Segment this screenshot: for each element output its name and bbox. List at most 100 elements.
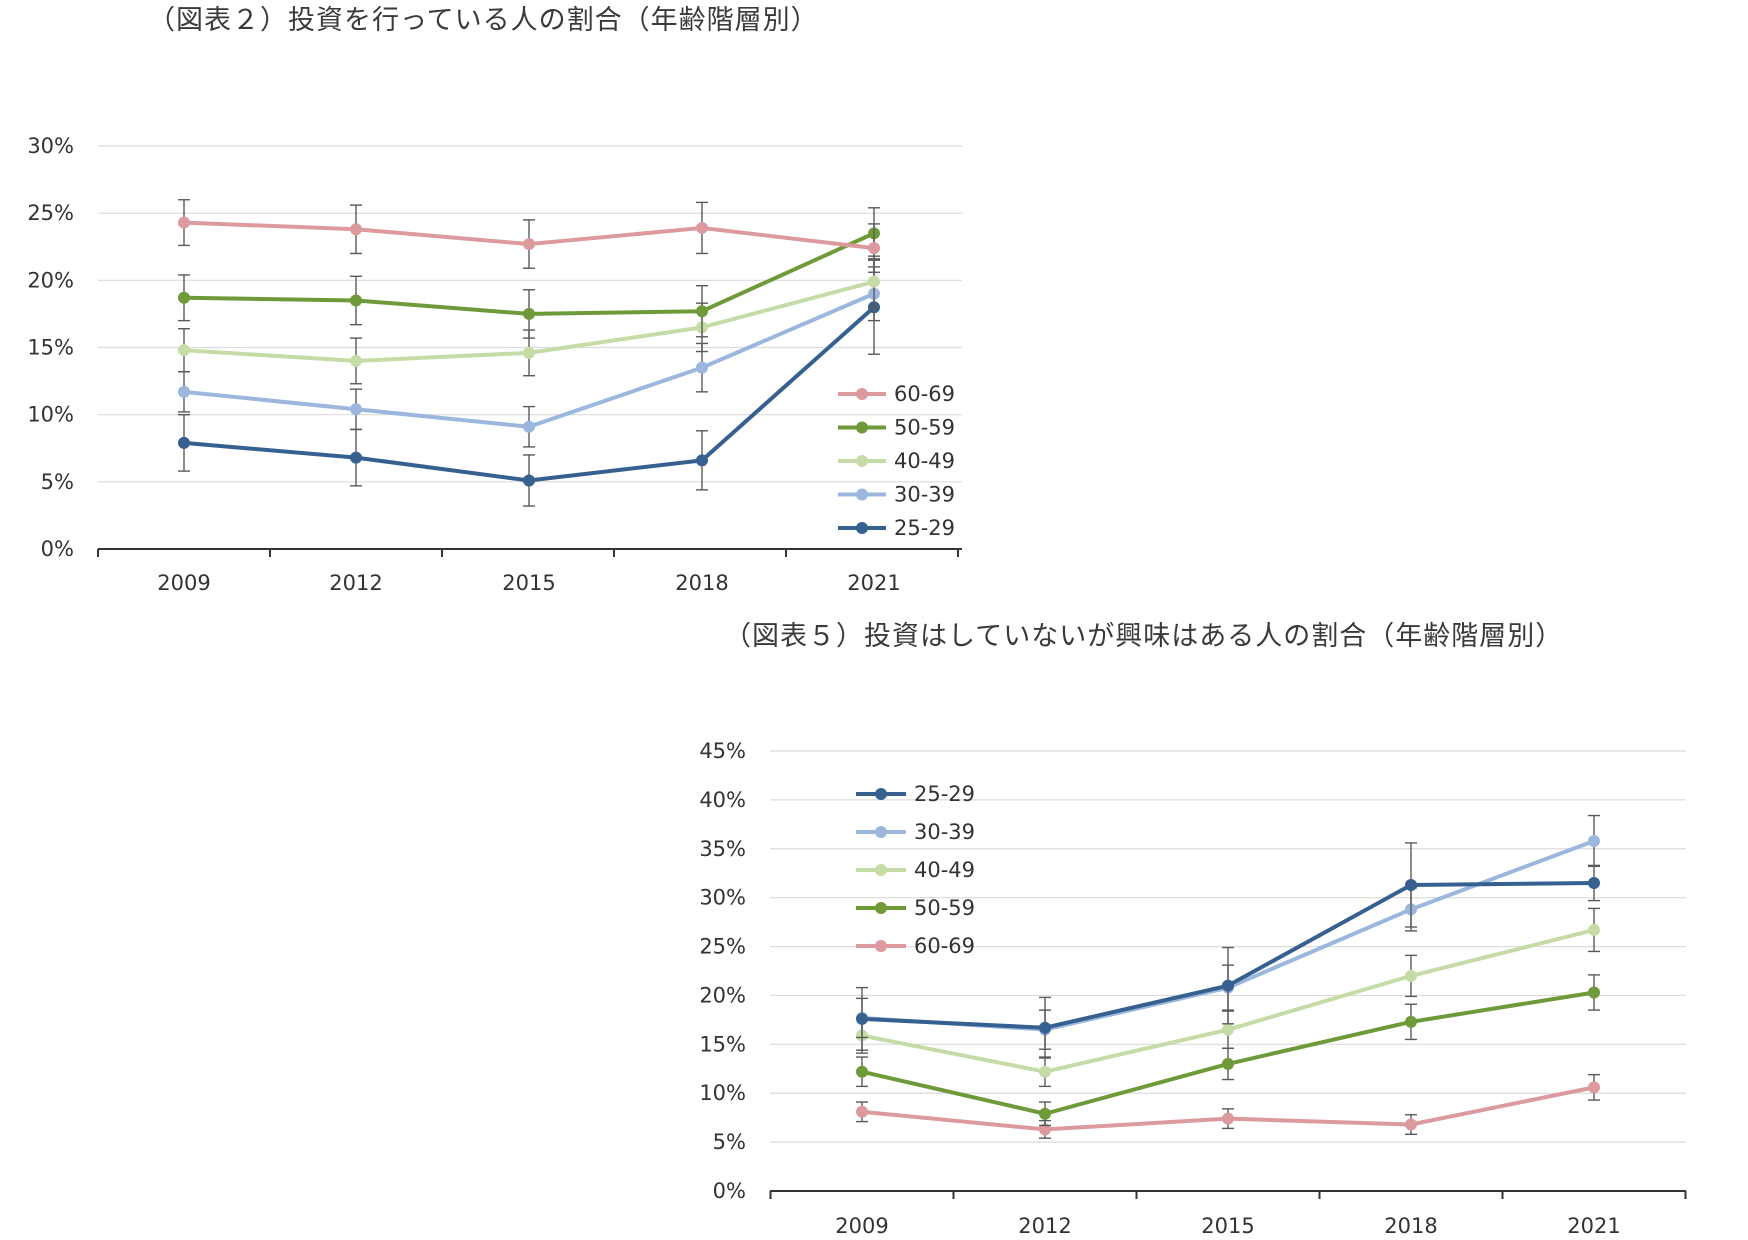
c2-legend-marker	[875, 864, 887, 876]
c2-legend-label: 60-69	[914, 934, 975, 958]
c1-x-tick-label: 2018	[675, 571, 728, 595]
c2-series-25-29	[856, 842, 1600, 1059]
c2-data-point	[1039, 1107, 1051, 1120]
c2-legend-label: 50-59	[914, 896, 975, 920]
c2-y-tick-label: 35%	[699, 837, 746, 861]
c1-legend: 60-69 50-59 40-49 30-39 25-29	[838, 382, 955, 540]
c2-legend-marker	[875, 902, 887, 914]
c2-data-point	[1405, 1015, 1417, 1028]
c2-data-point	[1222, 1112, 1234, 1125]
c2-data-point	[1588, 986, 1600, 999]
c1-data-point	[696, 221, 708, 234]
c1-data-point	[178, 385, 190, 398]
c2-x-tick-label: 2021	[1567, 1214, 1620, 1238]
c2-y-tick-label: 10%	[699, 1081, 746, 1105]
c2-y-tick-label: 40%	[699, 788, 746, 812]
c2-data-point	[856, 1105, 868, 1118]
c1-y-tick-label: 0%	[41, 537, 74, 561]
c1-data-point	[523, 307, 535, 320]
c1-y-tick-label: 30%	[27, 134, 74, 158]
c1-y-tick-label: 5%	[41, 470, 74, 494]
c2-y-tick-label: 25%	[699, 935, 746, 959]
c2-x-tick-label: 2015	[1201, 1214, 1254, 1238]
c2-legend-label: 40-49	[914, 858, 975, 882]
c2-y-tick-label: 20%	[699, 983, 746, 1007]
c1-data-point	[696, 454, 708, 467]
c1-x-tick-label: 2012	[329, 571, 382, 595]
c2-series-60-69	[856, 1073, 1600, 1139]
c1-data-point	[696, 361, 708, 374]
c1-legend-marker	[856, 421, 868, 434]
c2-legend-marker	[875, 940, 887, 952]
c1-series-60-69	[178, 199, 880, 273]
c1-data-point	[350, 354, 362, 367]
c2-data-point	[1405, 878, 1417, 891]
c1-data-point	[350, 223, 362, 236]
c1-x-tick-label: 2015	[502, 571, 555, 595]
c1-legend-marker	[856, 455, 868, 467]
c2-series-50-59	[856, 974, 1600, 1127]
c1-data-point	[868, 275, 880, 288]
c1-series-40-49	[178, 255, 880, 385]
c2-data-point	[1588, 1081, 1600, 1094]
c1-legend-marker	[856, 388, 868, 400]
c1-legend-label: 30-39	[894, 483, 955, 507]
c1-data-point	[523, 346, 535, 359]
chart-1-title: （図表２）投資を行っている人の割合（年齢階層別）	[148, 5, 819, 36]
c2-y-tick-label: 5%	[713, 1130, 746, 1154]
c2-data-point	[1588, 877, 1600, 889]
c2-x-tick-label: 2018	[1384, 1214, 1437, 1238]
c2-x-tick-label: 2012	[1018, 1214, 1071, 1238]
c1-data-point	[350, 294, 362, 307]
c2-data-point	[1222, 1057, 1234, 1070]
chart-2-title: （図表５）投資はしていないが興味はある人の割合（年齢階層別）	[724, 621, 1564, 652]
c1-data-point	[178, 344, 190, 357]
c1-y-tick-label: 15%	[27, 336, 74, 360]
c2-data-point	[1039, 1123, 1051, 1136]
c2-data-point	[1405, 1118, 1417, 1131]
c2-y-tick-label: 15%	[699, 1032, 746, 1056]
c1-data-point	[523, 474, 535, 487]
c1-y-tick-label: 25%	[27, 201, 74, 225]
c2-legend-label: 30-39	[914, 820, 975, 844]
c1-legend-label: 25-29	[894, 516, 955, 540]
c1-x-tick-label: 2009	[157, 571, 210, 595]
c1-x-tick-label: 2021	[847, 571, 900, 595]
c1-legend-label: 60-69	[894, 382, 955, 406]
c2-data-point	[856, 1065, 868, 1078]
c1-legend-marker	[856, 522, 868, 534]
c1-legend-label: 50-59	[894, 416, 955, 440]
c2-legend: 25-29 30-39 40-49 50-59 60-69	[856, 782, 975, 958]
c2-data-point	[1588, 834, 1600, 847]
c2-y-tick-label: 45%	[699, 739, 746, 763]
c1-data-point	[350, 451, 362, 464]
c1-y-tick-label: 20%	[27, 268, 74, 292]
c1-y-tick-label: 10%	[27, 403, 74, 427]
c1-data-point	[523, 420, 535, 433]
c2-legend-marker	[875, 826, 887, 838]
c1-series-30-39	[178, 266, 880, 448]
c2-legend-label: 25-29	[914, 782, 975, 806]
c1-data-point	[696, 305, 708, 318]
c2-x-tick-label: 2009	[835, 1214, 888, 1238]
c1-legend-label: 40-49	[894, 449, 955, 473]
c1-data-point	[350, 403, 362, 416]
c1-data-point	[178, 216, 190, 229]
c2-y-tick-label: 0%	[713, 1179, 746, 1203]
c2-legend-marker	[875, 788, 887, 800]
c2-data-point	[856, 1012, 868, 1025]
c1-legend-marker	[856, 488, 868, 501]
c2-data-point	[1039, 1065, 1051, 1078]
c1-data-point	[523, 238, 535, 251]
c2-y-tick-label: 30%	[699, 886, 746, 910]
c2-data-point	[1222, 1023, 1234, 1036]
c2-data-point	[1039, 1021, 1051, 1034]
c2-data-point	[1588, 923, 1600, 936]
c1-data-point	[178, 436, 190, 449]
c1-data-point	[178, 291, 190, 304]
c2-data-point	[1222, 979, 1234, 992]
c1-data-point	[868, 242, 880, 255]
c2-data-point	[1405, 969, 1417, 982]
